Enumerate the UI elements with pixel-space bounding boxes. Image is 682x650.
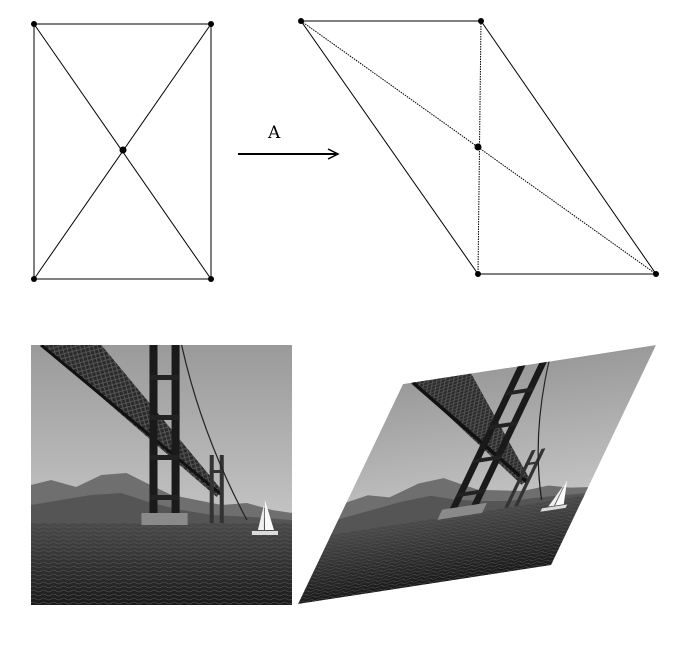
transformed-photo <box>298 345 656 604</box>
original-vertex-bottom-right <box>208 276 214 282</box>
transformed-center-point <box>474 143 482 151</box>
transformed-vertex-bottom-right <box>653 271 659 277</box>
transform-label: A <box>267 123 281 143</box>
original-vertex-bottom-left <box>31 276 37 282</box>
transformed-vertex-bottom-left <box>475 271 481 277</box>
transformed-vertex-top-right <box>478 18 484 24</box>
original-center-point <box>119 146 127 154</box>
transformed-vertical-segment <box>477 20 482 275</box>
original-vertex-top-left <box>31 21 37 27</box>
original-photo <box>31 345 292 605</box>
original-vertex-top-right <box>208 21 214 27</box>
transformed-vertex-top-left <box>298 18 304 24</box>
transform-arrow: A <box>238 123 340 160</box>
